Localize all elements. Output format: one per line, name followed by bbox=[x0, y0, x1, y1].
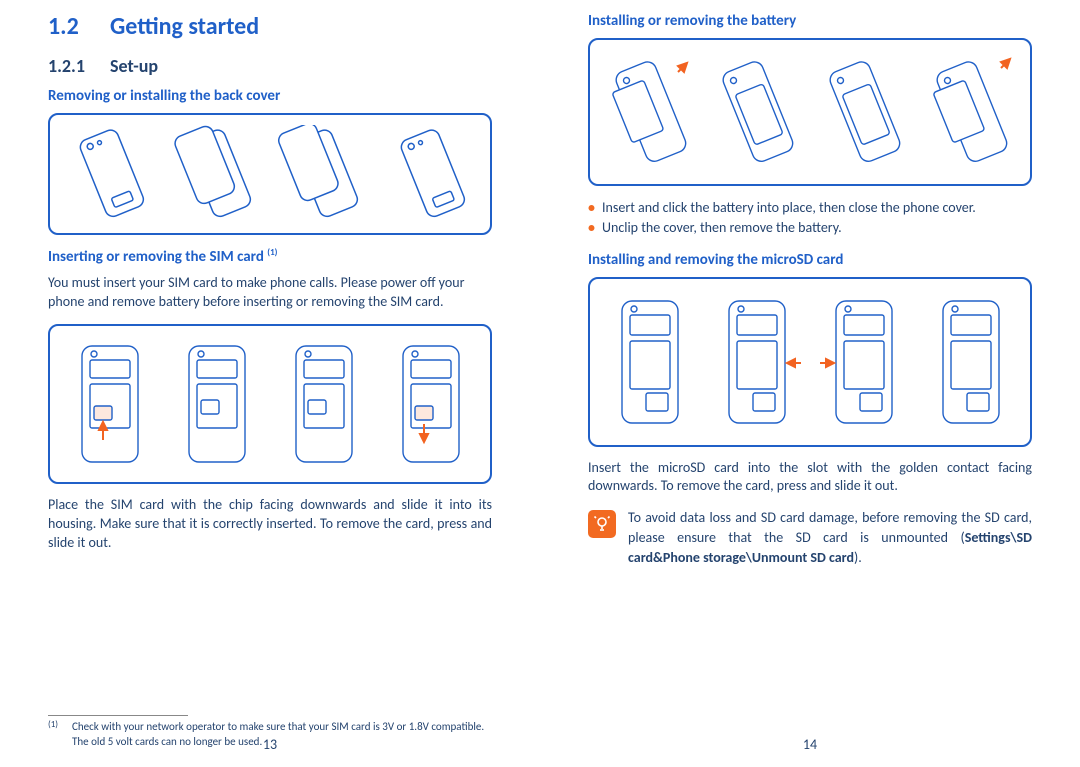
phone-diagram-icon bbox=[169, 125, 265, 223]
footnote-separator bbox=[48, 715, 188, 716]
paragraph-sim-intro: You must insert your SIM card to make ph… bbox=[48, 274, 492, 312]
figure-battery bbox=[588, 38, 1032, 186]
page-number-right: 14 bbox=[540, 736, 1080, 753]
phone-battery-icon bbox=[600, 54, 700, 170]
subheading-back-cover: Removing or installing the back cover bbox=[48, 87, 492, 105]
battery-bullet-list: Insert and click the battery into place,… bbox=[588, 198, 1032, 239]
page-number-left: 13 bbox=[0, 736, 540, 753]
figure-microsd bbox=[588, 277, 1032, 447]
paragraph-sim-after: Place the SIM card with the chip facing … bbox=[48, 496, 492, 553]
page-left: 1.2Getting started 1.2.1Set-up Removing … bbox=[0, 0, 540, 767]
phone-diagram-icon bbox=[62, 125, 158, 223]
phone-microsd-icon bbox=[707, 293, 807, 431]
page-right: Installing or removing the battery bbox=[540, 0, 1080, 767]
subheading-sim-sup: (1) bbox=[267, 247, 277, 258]
paragraph-microsd: Insert the microSD card into the slot wi… bbox=[588, 459, 1032, 497]
phone-diagram-icon bbox=[383, 125, 479, 223]
figure-back-cover bbox=[48, 113, 492, 235]
h1-number: 1.2 bbox=[48, 12, 110, 41]
lightbulb-icon bbox=[588, 510, 616, 538]
phone-internal-icon bbox=[167, 340, 267, 468]
phone-battery-icon bbox=[814, 54, 914, 170]
phone-internal-icon bbox=[274, 340, 374, 468]
spacer bbox=[48, 564, 492, 715]
phone-battery-icon bbox=[921, 54, 1021, 170]
phone-battery-icon bbox=[707, 54, 807, 170]
phone-microsd-icon bbox=[600, 293, 700, 431]
phone-diagram-icon bbox=[276, 125, 372, 223]
subheading-battery: Installing or removing the battery bbox=[588, 12, 1032, 30]
figure-sim bbox=[48, 324, 492, 484]
h2-text: Set-up bbox=[110, 55, 158, 77]
phone-internal-icon bbox=[60, 340, 160, 468]
list-item: Unclip the cover, then remove the batter… bbox=[588, 218, 1032, 238]
subheading-microsd: Installing and removing the microSD card bbox=[588, 251, 1032, 269]
h2-number: 1.2.1 bbox=[48, 55, 110, 77]
heading-2: 1.2.1Set-up bbox=[48, 55, 492, 77]
subheading-sim: Inserting or removing the SIM card (1) bbox=[48, 247, 492, 266]
h1-text: Getting started bbox=[110, 12, 259, 41]
list-item: Insert and click the battery into place,… bbox=[588, 198, 1032, 218]
heading-1: 1.2Getting started bbox=[48, 12, 492, 41]
phone-microsd-icon bbox=[921, 293, 1021, 431]
phone-internal-icon bbox=[381, 340, 481, 468]
tip-block: To avoid data loss and SD card damage, b… bbox=[588, 508, 1032, 567]
subheading-sim-text: Inserting or removing the SIM card bbox=[48, 248, 267, 266]
phone-microsd-icon bbox=[814, 293, 914, 431]
tip-text-post: ). bbox=[854, 549, 862, 566]
tip-text: To avoid data loss and SD card damage, b… bbox=[628, 508, 1032, 567]
